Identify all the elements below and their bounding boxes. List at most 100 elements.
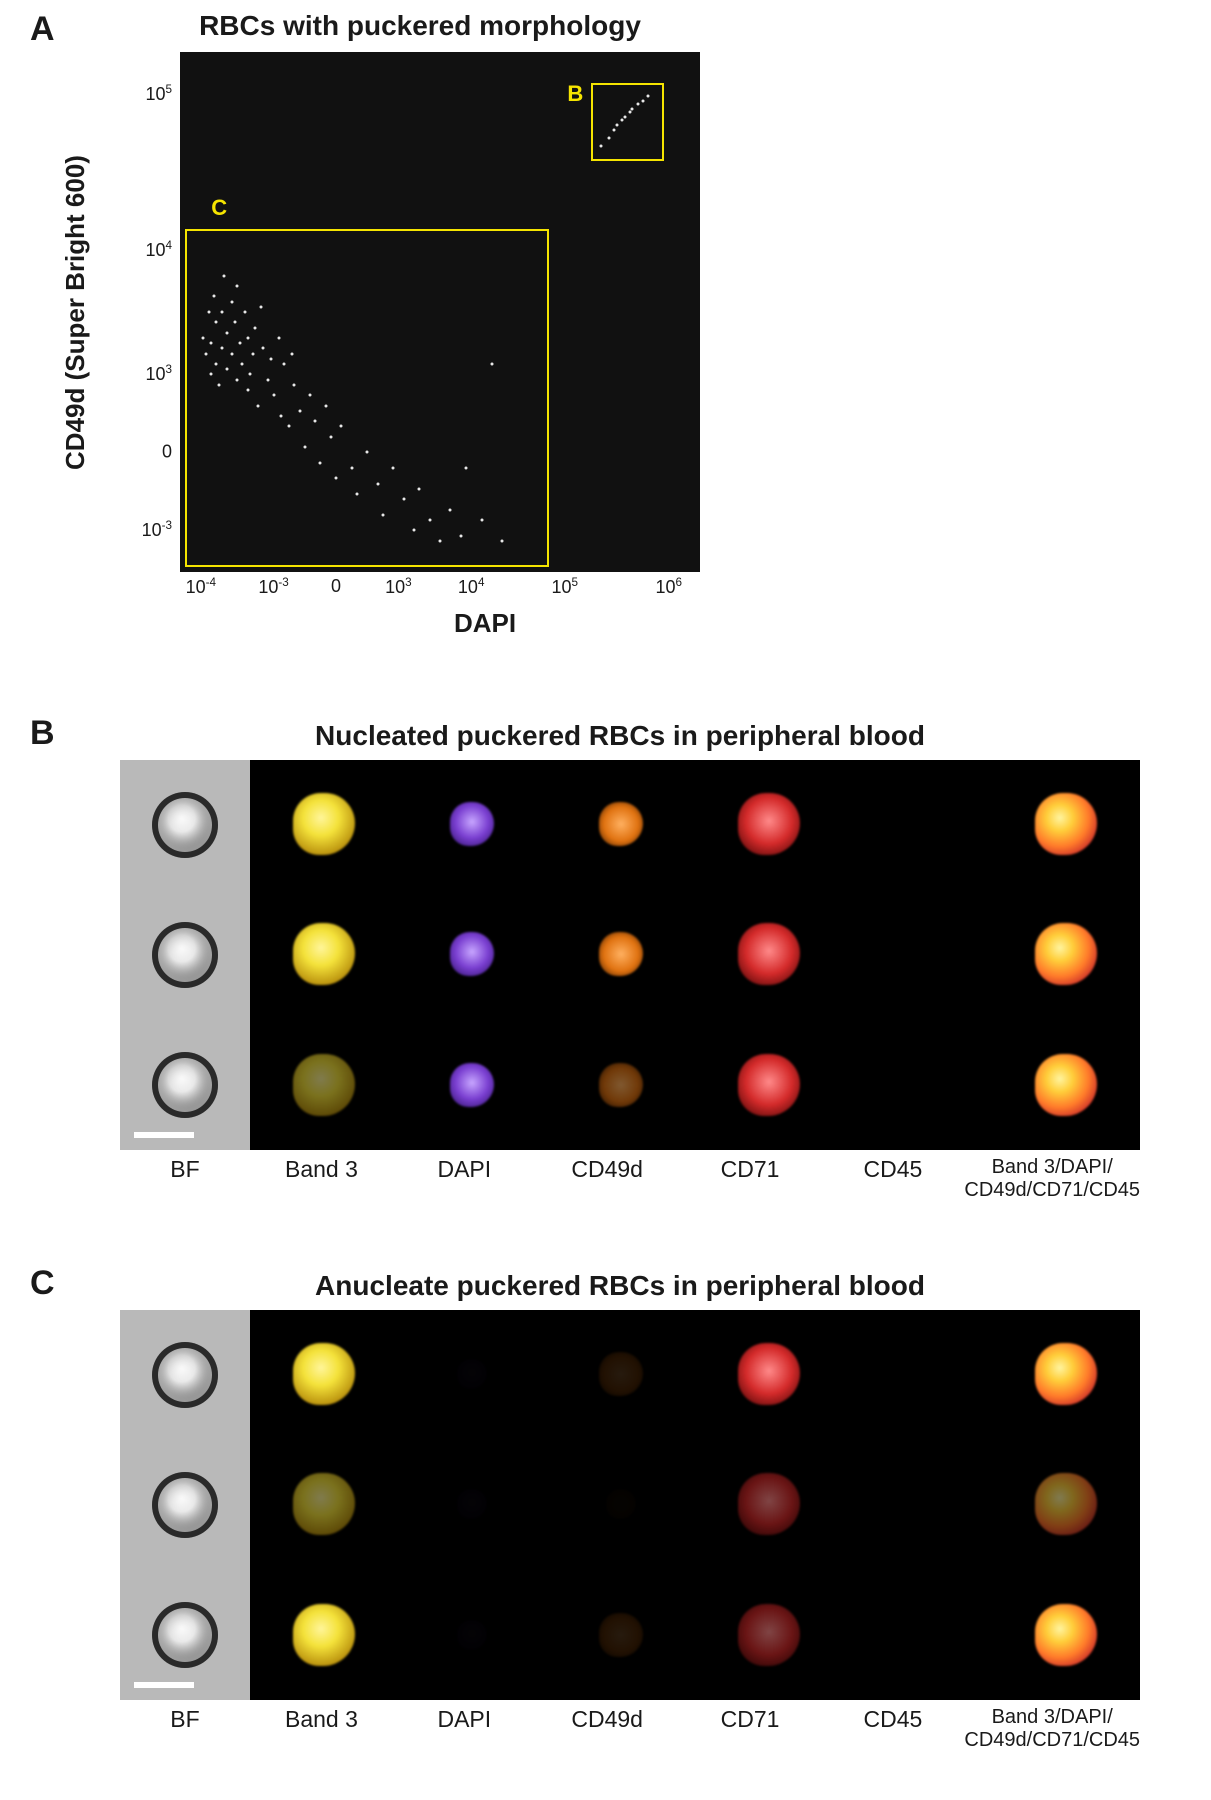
cell-row [120,1310,1140,1440]
channel-dapi [398,1570,546,1700]
cell-blob [293,1473,355,1535]
brightfield-tile [120,1570,250,1700]
cell-blob [606,1489,636,1519]
x-axis-label: DAPI [180,608,790,639]
scatter-point [205,352,208,355]
x-axis-ticks: 10-410-30103104105106 [180,572,790,612]
scatter-point [381,513,384,516]
y-tick: 105 [145,83,172,105]
cell-blob [450,932,494,976]
channel-cd45 [843,1570,991,1700]
brightfield-tile [120,1440,250,1570]
scatter-point [215,321,218,324]
panel-c-letter: C [30,1264,55,1303]
channel-merge [992,1310,1140,1438]
channel-merge [992,1440,1140,1568]
scatter-wrap: BC 10-410-30103104105106 10-30103104105 … [180,52,790,572]
cell-blob [1035,1054,1097,1116]
scatter-point [246,337,249,340]
scatter-point [283,363,286,366]
column-label: DAPI [393,1706,536,1752]
scatter-point [210,342,213,345]
fluorescence-strip [250,1020,1140,1150]
y-tick: 10-3 [142,519,172,541]
gate-c-label: C [211,195,227,221]
scatter-point [272,394,275,397]
brightfield-tile [120,1310,250,1440]
scatter-point [225,331,228,334]
cell-blob [738,1343,800,1405]
scatter-plot: BC [180,52,700,572]
gate-b-label: B [567,81,583,107]
channel-cd49d [547,1020,695,1150]
channel-cd45 [843,760,991,888]
panel-a-title: RBCs with puckered morphology [150,10,690,42]
scatter-point [402,498,405,501]
scatter-point [615,123,618,126]
channel-band3 [250,1020,398,1150]
cell-blob [599,1063,643,1107]
fluorescence-strip [250,1310,1140,1438]
scatter-point [392,467,395,470]
scatter-point [212,295,215,298]
brightfield-cell [152,1052,218,1118]
channel-band3 [250,1570,398,1700]
scatter-point [324,404,327,407]
cell-row [120,760,1140,890]
scale-bar [134,1132,194,1138]
x-tick: 0 [331,576,341,597]
panel-c-grid [120,1310,1140,1700]
scatter-point [480,519,483,522]
scatter-point [220,311,223,314]
scatter-point [303,446,306,449]
scatter-point [501,539,504,542]
y-tick: 0 [162,442,172,463]
column-label: Band 3 [250,1156,393,1202]
x-tick: 103 [385,576,412,598]
scatter-point [376,482,379,485]
scatter-point [459,534,462,537]
channel-cd45 [843,890,991,1018]
x-tick: 106 [656,576,683,598]
channel-cd49d [547,1570,695,1700]
brightfield-tile [120,1020,250,1150]
cell-row [120,1440,1140,1570]
channel-cd71 [695,890,843,1018]
column-label: BF [120,1156,250,1202]
gate-c [185,229,549,567]
channel-cd71 [695,1020,843,1150]
cell-blob [902,1489,932,1519]
channel-cd45 [843,1310,991,1438]
scatter-point [428,519,431,522]
scatter-point [270,357,273,360]
scatter-point [439,539,442,542]
column-label: Band 3/DAPI/CD49d/CD71/CD45 [964,1706,1140,1752]
cell-blob [738,1473,800,1535]
cell-blob [902,939,932,969]
scatter-point [449,508,452,511]
channel-merge [992,890,1140,1018]
cell-blob [599,1352,643,1396]
brightfield-cell [152,792,218,858]
scatter-point [251,352,254,355]
y-axis-label: CD49d (Super Bright 600) [60,52,90,572]
scatter-point [623,116,626,119]
scatter-point [329,435,332,438]
cell-blob [599,1613,643,1657]
scatter-point [267,378,270,381]
cell-blob [902,1359,932,1389]
channel-merge [992,1570,1140,1700]
scatter-point [259,305,262,308]
cell-blob [738,1604,800,1666]
channel-cd45 [843,1020,991,1150]
scatter-point [290,352,293,355]
column-label: CD71 [679,1156,822,1202]
panel-c-title: Anucleate puckered RBCs in peripheral bl… [120,1270,1120,1302]
cell-blob [599,802,643,846]
scale-bar [134,1682,194,1688]
y-axis-ticks: 10-30103104105 [120,52,180,572]
channel-dapi [398,1440,546,1568]
scatter-point [418,487,421,490]
cell-row [120,890,1140,1020]
scatter-point [215,363,218,366]
